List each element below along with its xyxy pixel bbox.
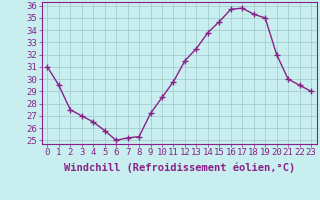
X-axis label: Windchill (Refroidissement éolien,°C): Windchill (Refroidissement éolien,°C) bbox=[64, 163, 295, 173]
